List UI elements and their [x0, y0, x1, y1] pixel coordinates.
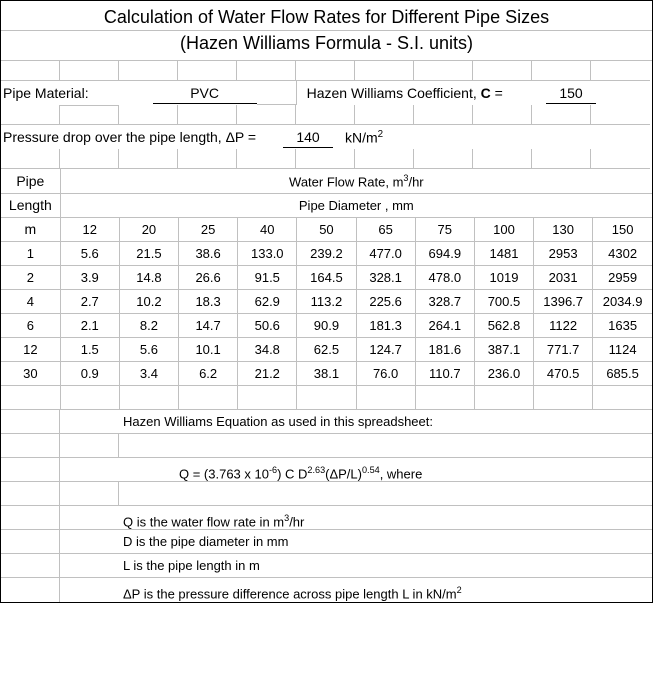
table-row [1, 385, 652, 409]
length-header: Length [1, 193, 60, 217]
pipe-header: Pipe [1, 169, 60, 193]
coef-label: Hazen Williams Coefficient, C = [297, 85, 546, 101]
wfr-title: Water Flow Rate, m3/hr [60, 169, 652, 193]
pipe-material-value[interactable]: PVC [153, 82, 257, 104]
diameter-row: m 12202540506575100130150 [1, 217, 652, 241]
eq-dP: ΔP is the pressure difference across pip… [119, 578, 652, 602]
table-row: 300.93.46.221.238.176.0110.7236.0470.568… [1, 361, 652, 385]
equation-footer: Hazen Williams Equation as used in this … [1, 410, 652, 602]
diameter-title: Pipe Diameter , mm [60, 193, 652, 217]
eq-intro: Hazen Williams Equation as used in this … [119, 410, 652, 434]
pressure-unit: kN/m2 [345, 129, 383, 146]
eq-L: L is the pipe length in m [119, 554, 652, 578]
title-line-1: Calculation of Water Flow Rates for Diff… [1, 1, 652, 31]
material-row: Pipe Material: PVC Hazen Williams Coeffi… [1, 81, 652, 105]
spacer-row [1, 149, 652, 169]
table-row: 23.914.826.691.5164.5328.1478.0101920312… [1, 265, 652, 289]
spacer-row [1, 105, 652, 125]
eq-formula: Q = (3.763 x 10-6) C D2.63(ΔP/L)0.54, wh… [119, 458, 652, 482]
eq-D: D is the pipe diameter in mm [119, 530, 652, 554]
coef-value[interactable]: 150 [546, 82, 596, 104]
eq-Q: Q is the water flow rate in m3/hr [119, 506, 652, 530]
pressure-value[interactable]: 140 [283, 126, 333, 148]
table-row: 42.710.218.362.9113.2225.6328.7700.51396… [1, 289, 652, 313]
table-row: 62.18.214.750.690.9181.3264.1562.8112216… [1, 313, 652, 337]
flow-rate-table: Pipe Water Flow Rate, m3/hr Length Pipe … [1, 169, 652, 410]
table-row: 121.55.610.134.862.5124.7181.6387.1771.7… [1, 337, 652, 361]
spreadsheet-container: Calculation of Water Flow Rates for Diff… [0, 0, 653, 603]
pressure-row: Pressure drop over the pipe length, ΔP =… [1, 125, 652, 149]
pipe-material-label: Pipe Material: [1, 85, 153, 101]
pressure-label: Pressure drop over the pipe length, ΔP = [1, 129, 277, 145]
unit-m: m [1, 217, 60, 241]
title-line-2: (Hazen Williams Formula - S.I. units) [1, 31, 652, 61]
spacer-row [1, 61, 652, 81]
table-row: 15.621.538.6133.0239.2477.0694.914812953… [1, 241, 652, 265]
